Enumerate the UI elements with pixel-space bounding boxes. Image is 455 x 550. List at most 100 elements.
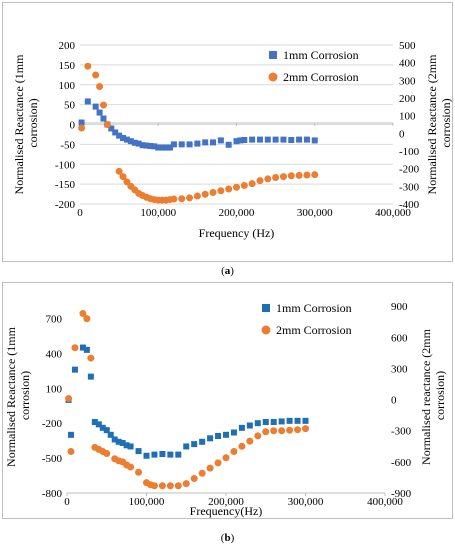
chart-a-circle-point	[92, 71, 100, 79]
chart-a-square-point	[163, 144, 170, 151]
chart-b-circle-point	[214, 459, 222, 467]
chart-a-x-tick-label: 300,000	[297, 207, 333, 219]
chart-b-square-point	[183, 443, 190, 450]
chart-b-square-point	[71, 366, 78, 373]
chart-a-y-right-tick-label: 200	[399, 93, 416, 105]
chart-b-y-left-axis-title-line: corrosion)	[18, 371, 32, 423]
chart-a-y-right-tick-label: -400	[399, 199, 420, 211]
chart-a-y-left-axis-title-line: Normalised Reactance (1mm	[12, 54, 26, 195]
chart-b-circle-point	[262, 428, 270, 436]
chart-a-square-point	[127, 138, 134, 145]
chart-b-circle-point	[103, 450, 111, 458]
chart-b-y-left-tick-label: -200	[42, 418, 63, 430]
chart-b-square-point	[159, 451, 166, 458]
chart-b-x-tick-label: 200,000	[208, 496, 244, 508]
chart-a-circle-point	[103, 121, 111, 128]
chart-b-square-point	[230, 429, 237, 436]
chart-b-square-point	[67, 431, 74, 438]
chart-a-legend-marker-square	[269, 51, 277, 59]
chart-a-square-point	[237, 137, 244, 144]
chart-a-circle-point	[287, 172, 295, 180]
chart-a-square-point	[225, 141, 232, 148]
chart-b-square-point	[167, 451, 174, 458]
chart-b-y-left-axis-title-line: Normalised Reactance (1mm	[4, 326, 18, 467]
chart-b-y-right-tick-label: -900	[391, 488, 412, 500]
chart-b-x-axis-title: Frequency(Hz)	[190, 504, 263, 518]
chart-a-circle-point	[217, 187, 225, 195]
chart-a-y-right-tick-label: 300	[399, 75, 416, 87]
chart-a-circle-point	[115, 167, 123, 175]
chart-b-y-left-tick-label: 400	[46, 348, 63, 360]
chart-b-circle-point	[278, 427, 286, 435]
chart-a-square-point	[108, 125, 115, 132]
chart-a-square-point	[96, 109, 103, 116]
caption-b: (b)	[220, 532, 235, 544]
chart-b-square-point	[87, 373, 94, 380]
chart-a-circle-point	[84, 62, 92, 70]
chart-a-y-left-tick-label: -100	[55, 159, 76, 171]
chart-a-square-point	[280, 136, 287, 143]
chart-a-circle-point	[178, 195, 186, 203]
chart-b-circle-point	[158, 482, 166, 490]
chart-a-y-right-axis-title-line: corrosion)	[439, 98, 452, 150]
chart-a-circle-point	[295, 171, 303, 179]
chart-a-square-point	[155, 144, 162, 151]
chart-b-circle-point	[71, 344, 79, 352]
chart-a-square-point	[186, 141, 193, 148]
chart-b-y-left-tick-label: 100	[46, 383, 63, 395]
chart-a-circle-point	[303, 171, 311, 179]
chart-b-y-left-axis-title: Normalised Reactance (1mm corrosion)	[4, 326, 32, 467]
chart-a-square-point	[131, 139, 138, 146]
chart-b-x-tick-label: 0	[64, 496, 70, 508]
chart-a-square-point	[166, 144, 173, 151]
chart-a-square-point	[147, 142, 154, 149]
chart-a-circle-point	[248, 180, 256, 188]
chart-a-square-point	[303, 136, 310, 143]
chart-a-y-right-tick-label: 500	[399, 40, 416, 52]
chart-a-y-left-tick-label: -50	[60, 139, 75, 151]
chart-b-square-point	[151, 451, 158, 458]
chart-a-square-point	[170, 141, 177, 148]
chart-a-legend-marker-circle	[268, 72, 278, 82]
chart-a-y-right-tick-label: -300	[399, 181, 420, 193]
chart-a-y-left-tick-label: -150	[55, 179, 76, 191]
chart-b-square-point	[191, 441, 198, 448]
chart-a-y-right-tick-label: -200	[399, 164, 420, 176]
chart-b-circle-point	[87, 354, 95, 362]
chart-b-square-point	[123, 442, 130, 449]
chart-b-circle-point	[150, 482, 158, 490]
chart-a-circle-point	[78, 124, 86, 132]
chart-a-circle-point	[279, 173, 287, 181]
chart-b-square-point	[91, 419, 98, 426]
chart-b-y-right-tick-label: -300	[391, 426, 412, 438]
chart-b-square-point	[238, 424, 245, 431]
chart-a-y-right-tick-label: 400	[399, 58, 416, 70]
chart-b-circle-point	[302, 425, 309, 433]
chart-a-y-right-tick-label: 0	[399, 128, 405, 140]
chart-b-square-point	[262, 419, 269, 426]
chart-a-square-point	[135, 140, 142, 147]
chart-b-y-right-tick-label: 0	[391, 395, 397, 407]
chart-a-square-point	[210, 139, 217, 146]
chart-a-square-point	[123, 136, 130, 143]
chart-a-circle-point	[225, 185, 233, 193]
chart-a-square-point	[84, 98, 91, 105]
chart-a-square-point	[233, 138, 240, 145]
chart-a-legend-label: 1mm Corrosion	[283, 48, 359, 62]
chart-b-circle-point	[206, 464, 214, 472]
caption-a: (a)	[221, 265, 234, 277]
chart-a-square-point	[120, 135, 127, 142]
chart-a-square-point	[264, 136, 271, 143]
chart-b-y-right-axis-title-line: Normalised reactance (2mm	[419, 328, 433, 465]
chart-a-y-left-axis-title-line: corrosion)	[26, 98, 40, 150]
chart-a-circle-point	[272, 174, 280, 181]
chart-a-square-point	[78, 119, 85, 126]
chart-b-circle-point	[67, 447, 75, 455]
chart-b-circle-point	[254, 432, 262, 440]
chart-panel-a: 0 100,000 200,000 300,000 400,000 -200 -150 -10…	[2, 2, 453, 262]
chart-a-svg: 0 100,000 200,000 300,000 400,000 -200 -150 -10…	[12, 40, 453, 240]
chart-a-circle-point	[240, 181, 248, 189]
chart-a-square-point	[194, 140, 201, 147]
chart-b-square-point	[83, 346, 90, 353]
chart-a-circle-point	[209, 189, 217, 197]
